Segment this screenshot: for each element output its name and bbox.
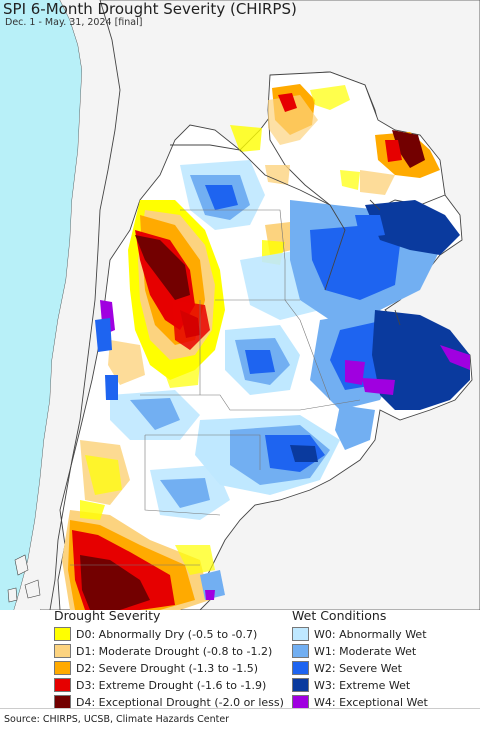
source-credit: Source: CHIRPS, UCSB, Climate Hazards Ce… [4, 714, 230, 725]
legend-item-w0: W0: Abnormally Wet [292, 626, 427, 642]
w0-label: W0: Abnormally Wet [314, 627, 427, 641]
legend-item-d0: D0: Abnormally Dry (-0.5 to -0.7) [54, 626, 257, 642]
wet-legend-heading: Wet Conditions [292, 608, 387, 623]
map-subtitle: Dec. 1 - May. 31, 2024 [final] [5, 17, 143, 28]
w3-label: W3: Extreme Wet [314, 678, 411, 692]
d2-swatch [54, 661, 71, 675]
w0-swatch [292, 627, 309, 641]
d1-label: D1: Moderate Drought (-0.8 to -1.2) [76, 644, 273, 658]
country-borders [170, 144, 401, 326]
legend-item-w3: W3: Extreme Wet [292, 677, 410, 693]
legend-item-w2: W2: Severe Wet [292, 660, 402, 676]
map-title: SPI 6-Month Drought Severity (CHIRPS) [3, 0, 297, 18]
d3-label: D3: Extreme Drought (-1.6 to -1.9) [76, 678, 267, 692]
legend-item-d4: D4: Exceptional Drought (-2.0 or less) [54, 694, 284, 710]
d4-swatch [54, 695, 71, 709]
legend-item-w1: W1: Moderate Wet [292, 643, 416, 659]
w2-swatch [292, 661, 309, 675]
d0-swatch [54, 627, 71, 641]
andes-border [49, 0, 121, 610]
legend-item-d3: D3: Extreme Drought (-1.6 to -1.9) [54, 677, 266, 693]
footer-divider [0, 708, 480, 709]
d2-label: D2: Severe Drought (-1.3 to -1.5) [76, 661, 259, 675]
chile-land [14, 0, 120, 610]
w4-label: W4: Exceptional Wet [314, 695, 428, 709]
wet-areas [95, 160, 470, 600]
w3-swatch [292, 678, 309, 692]
d4-label: D4: Exceptional Drought (-2.0 or less) [76, 695, 284, 709]
d3-swatch [54, 678, 71, 692]
province-borders [70, 209, 361, 566]
islands [7, 554, 41, 603]
d0-label: D0: Abnormally Dry (-0.5 to -0.7) [76, 627, 258, 641]
legend-item-d2: D2: Severe Drought (-1.3 to -1.5) [54, 660, 258, 676]
drought-areas [62, 84, 440, 610]
w4-swatch [292, 695, 309, 709]
legend-item-d1: D1: Moderate Drought (-0.8 to -1.2) [54, 643, 272, 659]
legend: Drought Severity Wet Conditions D0: Abno… [0, 608, 480, 710]
legend-item-w4: W4: Exceptional Wet [292, 694, 428, 710]
w1-label: W1: Moderate Wet [314, 644, 417, 658]
drought-legend-heading: Drought Severity [54, 608, 161, 623]
w1-swatch [292, 644, 309, 658]
w2-label: W2: Severe Wet [314, 661, 402, 675]
drought-map [0, 0, 480, 610]
d1-swatch [54, 644, 71, 658]
